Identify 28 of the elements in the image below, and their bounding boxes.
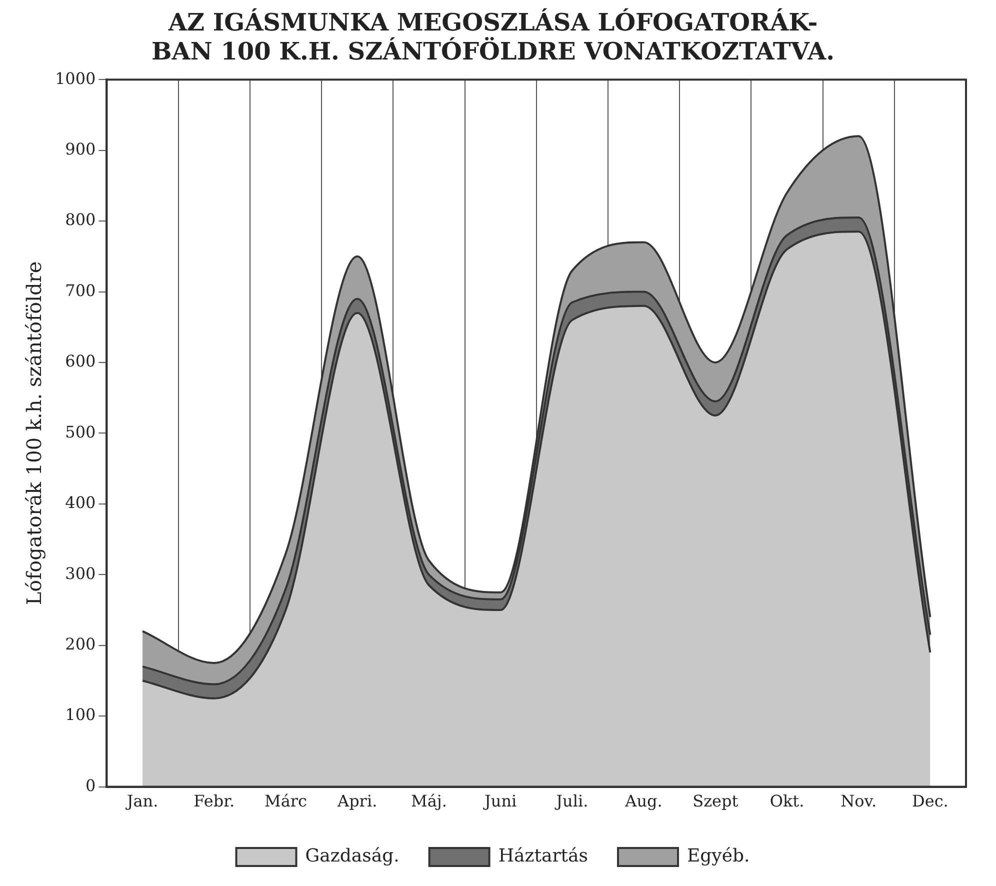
chart-title: AZ IGÁSMUNKA MEGOSZLÁSA LÓFOGATORÁK- BAN 100 K.H. SZÁNTÓFÖLDRE VONATKOZTATVA. [152,8,834,66]
x-tick-label: Szept [692,792,739,811]
y-tick-label: 900 [65,139,96,158]
x-tick-label: Nov. [840,792,877,811]
x-tick-label: Juli. [554,792,588,811]
x-tick-label: Febr. [194,792,235,811]
legend-label: Egyéb. [687,846,750,867]
y-tick-label: 200 [65,634,96,654]
y-axis-title: Lófogatorák 100 k.h. szántóföldre [22,261,46,606]
y-tick-label: 700 [65,280,96,300]
x-tick-label: Jan. [124,792,158,811]
x-tick-label: Okt. [770,792,804,811]
x-tick-label: Máj. [410,792,447,811]
x-tick-label: Márc [264,792,308,811]
x-tick-label: Apri. [336,792,378,811]
y-tick-label: 1000 [55,68,96,88]
y-tick-label: 0 [86,776,96,795]
y-tick-label: 100 [65,705,96,724]
legend-label: Gazdaság. [305,846,400,867]
y-tick-label: 400 [65,493,96,512]
y-tick-label: 500 [65,422,96,442]
y-tick-label: 600 [65,352,96,371]
x-tick-label: Aug. [624,792,662,811]
legend-label: Háztartás [498,846,588,867]
x-tick-label: Dec. [912,792,948,811]
x-tick-label: Juni [482,792,517,811]
y-tick-label: 300 [65,564,96,583]
y-tick-label: 800 [65,210,96,230]
